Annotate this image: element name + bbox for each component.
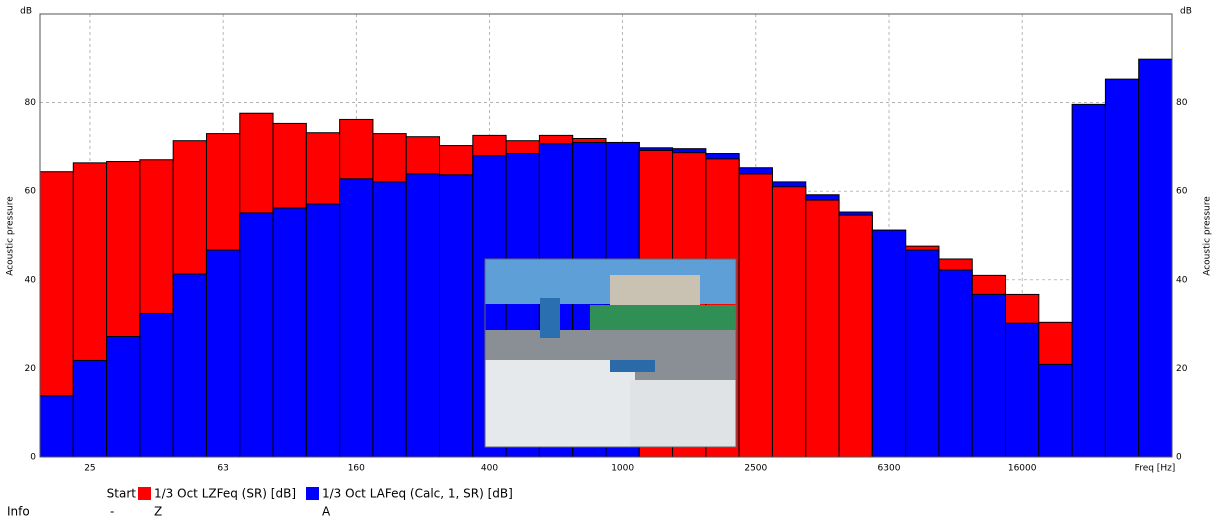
y-tick-label-right: 20 xyxy=(1176,364,1188,374)
bar xyxy=(1072,104,1105,457)
bar xyxy=(240,213,273,457)
x-axis-label: Freq [Hz] xyxy=(1135,464,1176,474)
bar xyxy=(1139,59,1172,457)
y-tick-label: 60 xyxy=(25,187,37,197)
photo-part xyxy=(540,298,560,338)
bar xyxy=(872,230,905,457)
photo-part xyxy=(630,380,736,447)
x-tick-label: 2500 xyxy=(744,464,767,474)
bar xyxy=(906,250,939,457)
info-value: Z xyxy=(154,505,162,519)
bar xyxy=(140,313,173,457)
bar xyxy=(1039,364,1072,457)
legend-swatch xyxy=(138,487,151,500)
photo-part xyxy=(610,360,655,372)
bar xyxy=(739,174,772,457)
bar xyxy=(772,187,805,457)
legend-swatch xyxy=(306,487,319,500)
bar xyxy=(40,396,73,457)
y-axis-label-right: Acoustic pressure xyxy=(1203,196,1213,276)
bar xyxy=(806,200,839,457)
y-tick-label-right: 60 xyxy=(1176,187,1188,197)
info-value: A xyxy=(322,505,331,519)
bar xyxy=(273,208,306,457)
bar xyxy=(1006,323,1039,457)
info-label: Info xyxy=(7,505,30,519)
bar xyxy=(373,182,406,457)
y-axis-label: Acoustic pressure xyxy=(6,196,16,276)
bar xyxy=(173,274,206,457)
y-tick-label: 40 xyxy=(25,275,37,285)
bar xyxy=(306,204,339,457)
x-tick-label: 1000 xyxy=(611,464,634,474)
x-tick-label: 63 xyxy=(217,464,228,474)
x-tick-label: 6300 xyxy=(878,464,901,474)
bar xyxy=(107,337,140,457)
legend-label: 1/3 Oct LZFeq (SR) [dB] xyxy=(154,487,296,501)
legend-label: 1/3 Oct LAFeq (Calc, 1, SR) [dB] xyxy=(322,487,513,501)
info-start: - xyxy=(110,505,114,519)
y-unit-right: dB xyxy=(1180,7,1192,17)
bar xyxy=(406,174,439,457)
y-tick-label-right: 0 xyxy=(1176,453,1182,463)
legend-header: Start xyxy=(107,487,137,501)
bar xyxy=(73,360,106,457)
x-tick-label: 400 xyxy=(481,464,498,474)
y-tick-label: 80 xyxy=(25,98,37,108)
chart: dB dB Acoustic pressure Acoustic pressur… xyxy=(0,0,1218,519)
y-unit-left: dB xyxy=(20,7,32,17)
bar xyxy=(340,179,373,457)
bar xyxy=(972,294,1005,457)
x-tick-label: 160 xyxy=(348,464,365,474)
y-tick-label: 20 xyxy=(25,364,37,374)
photo-part xyxy=(485,360,635,447)
bar xyxy=(839,215,872,457)
y-tick-label: 0 xyxy=(30,453,36,463)
x-tick-label: 25 xyxy=(84,464,95,474)
x-tick-label: 16000 xyxy=(1008,464,1037,474)
bar xyxy=(440,175,473,457)
bar xyxy=(939,270,972,457)
y-tick-label-right: 40 xyxy=(1176,275,1188,285)
bar xyxy=(1105,79,1138,457)
bar xyxy=(206,250,239,457)
y-tick-label-right: 80 xyxy=(1176,98,1188,108)
